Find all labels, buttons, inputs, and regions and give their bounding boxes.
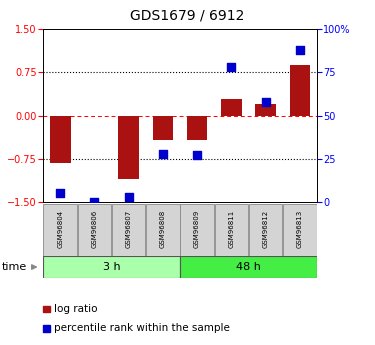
Bar [43, 306, 50, 312]
Bar [112, 204, 146, 257]
Text: time: time [2, 262, 27, 272]
Point [228, 65, 234, 70]
Text: 3 h: 3 h [103, 262, 120, 272]
Bar [43, 325, 50, 332]
Bar [290, 65, 310, 116]
Bar [180, 256, 316, 278]
Text: percentile rank within the sample: percentile rank within the sample [54, 324, 230, 333]
Bar [118, 116, 139, 179]
Point [297, 47, 303, 53]
Bar [50, 116, 70, 163]
Text: GSM96804: GSM96804 [57, 210, 63, 248]
Text: log ratio: log ratio [54, 304, 98, 314]
Text: GSM96807: GSM96807 [126, 210, 132, 248]
Bar [153, 116, 173, 140]
Point [92, 199, 98, 205]
Bar [283, 204, 316, 257]
Point [262, 99, 268, 105]
Text: GSM96809: GSM96809 [194, 210, 200, 248]
Bar [221, 99, 242, 116]
Text: GSM96813: GSM96813 [297, 210, 303, 248]
Text: GSM96811: GSM96811 [228, 210, 234, 248]
Text: GSM96806: GSM96806 [92, 210, 98, 248]
Bar [214, 204, 248, 257]
Text: GSM96808: GSM96808 [160, 210, 166, 248]
Text: 48 h: 48 h [236, 262, 261, 272]
Bar [180, 204, 214, 257]
Point [126, 194, 132, 199]
Text: GSM96812: GSM96812 [262, 210, 268, 248]
Point [160, 151, 166, 156]
Bar [249, 204, 282, 257]
Bar [187, 116, 207, 140]
Point [57, 190, 63, 196]
Bar [255, 104, 276, 116]
Bar [78, 204, 111, 257]
Bar [44, 204, 77, 257]
Bar [146, 204, 180, 257]
Bar [44, 256, 180, 278]
Text: GDS1679 / 6912: GDS1679 / 6912 [130, 9, 244, 23]
Point [194, 152, 200, 158]
